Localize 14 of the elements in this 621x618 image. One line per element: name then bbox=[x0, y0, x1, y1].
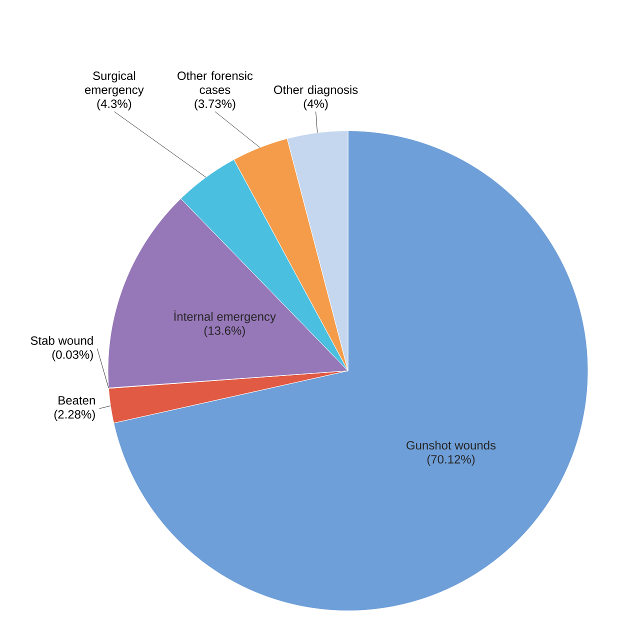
slice-label: İnternal emergency bbox=[174, 310, 276, 324]
data-label: (4.3%) bbox=[97, 99, 132, 110]
data-label: (13.6%) bbox=[204, 326, 245, 338]
data-label: (0.03%) bbox=[52, 350, 93, 362]
data-label: (2.28%) bbox=[54, 410, 95, 421]
slice-label: Beaten bbox=[58, 396, 95, 405]
data-label: (3.73%) bbox=[194, 99, 236, 110]
slice-label: Other forensic cases bbox=[178, 71, 253, 94]
slice-label: Other diagnosis bbox=[274, 85, 358, 96]
slice-label: Gunshot wounds bbox=[406, 440, 496, 450]
slice-label: Surgical emergency bbox=[85, 71, 144, 96]
data-label: (4%) bbox=[304, 99, 328, 110]
data-label: (70.12%) bbox=[427, 454, 475, 466]
slice-label: Stab wound bbox=[30, 336, 93, 345]
